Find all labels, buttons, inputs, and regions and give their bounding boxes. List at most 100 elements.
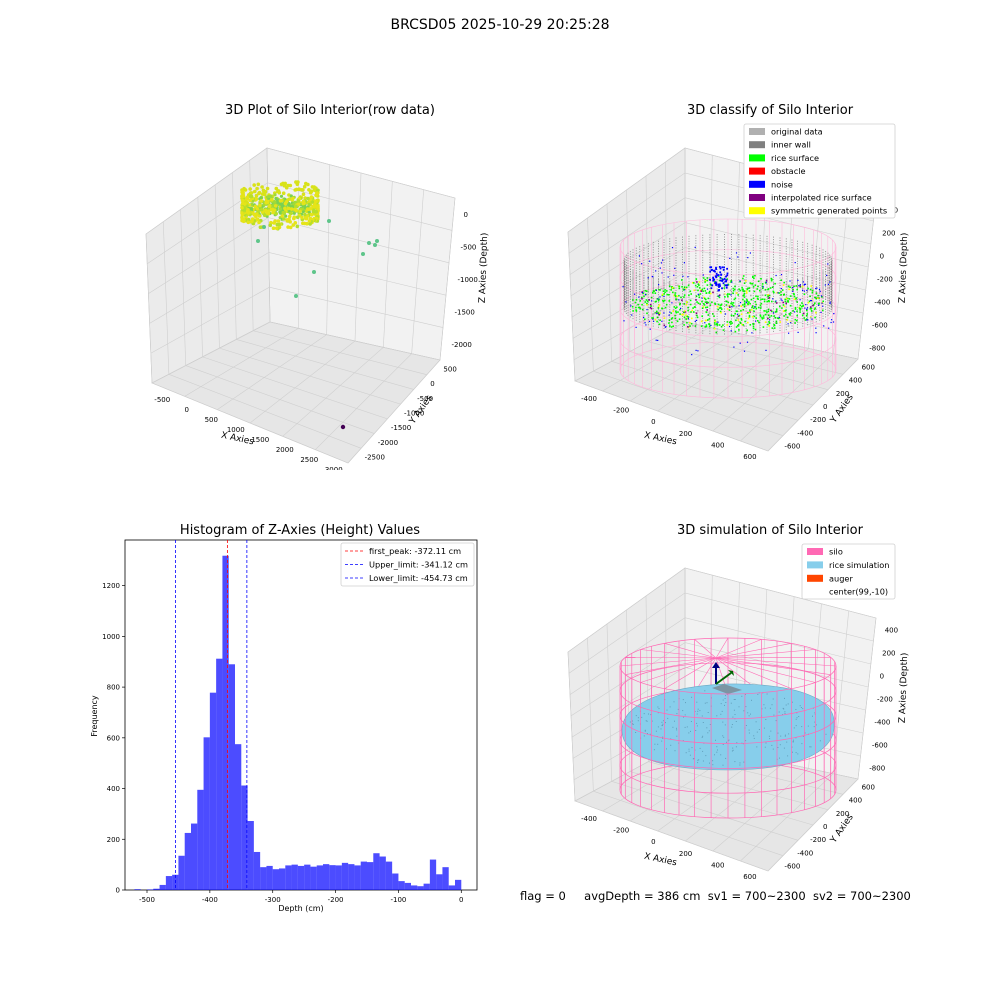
noise-point <box>818 288 821 291</box>
rice-mesh-point <box>732 716 734 718</box>
noise-point <box>805 304 807 306</box>
surface-point <box>306 196 310 201</box>
rice-surface-point <box>761 316 763 319</box>
rice-mesh-point <box>753 735 755 737</box>
rice-surface-point <box>704 325 707 328</box>
rice-mesh-point <box>756 731 758 733</box>
noise-point <box>754 306 756 308</box>
histogram-bar <box>241 785 248 890</box>
rice-surface-point <box>666 290 668 292</box>
rice-surface-point <box>673 306 676 308</box>
noise-point <box>715 268 717 270</box>
rice-surface-point <box>726 321 729 323</box>
grid-line <box>665 161 667 332</box>
rice-mesh-point <box>787 755 789 757</box>
rice-surface-point <box>761 318 764 320</box>
silo-spoke <box>625 657 717 675</box>
rice-mesh-point <box>715 739 716 741</box>
noise-point <box>806 319 808 321</box>
rice-surface-point <box>693 306 696 308</box>
rice-surface-point <box>708 318 711 320</box>
rice-surface-point <box>796 301 798 303</box>
surface-point <box>270 197 274 202</box>
x-tick-label: 1000 <box>227 426 245 434</box>
surface-point <box>290 198 295 202</box>
rice-surface-point <box>723 284 726 286</box>
rice-mesh-point <box>641 716 643 718</box>
silo-spoke <box>625 656 717 659</box>
rice-mesh-point <box>750 713 751 715</box>
rice-surface-point <box>674 292 677 294</box>
rice-mesh-point <box>753 737 755 739</box>
noise-point <box>747 257 749 259</box>
rice-surface-point <box>817 297 819 299</box>
rice-surface-point <box>779 321 781 323</box>
rice-mesh-point <box>765 742 767 744</box>
rice-mesh-point <box>684 726 686 728</box>
rice-surface-point <box>770 277 773 280</box>
x-tick-label: 3000 <box>325 466 343 470</box>
noise-point <box>635 326 637 328</box>
x-tick-label: -200 <box>328 896 344 904</box>
rice-mesh-point <box>802 735 804 737</box>
histogram-bar <box>285 865 292 890</box>
rice-surface-point <box>698 296 701 299</box>
rice-surface-point <box>766 311 768 314</box>
rice-surface-point <box>699 287 701 289</box>
rice-surface-point <box>767 308 770 311</box>
rice-surface-point <box>729 306 731 308</box>
x-tick-label: 0 <box>651 418 655 426</box>
rice-surface-point <box>751 282 754 285</box>
grid-line <box>648 341 829 390</box>
y-tick-label: 400 <box>849 797 862 805</box>
rice-surface-point <box>679 302 681 305</box>
y-tick-label: 200 <box>836 390 849 398</box>
noise-point <box>661 272 663 274</box>
rice-surface-point <box>785 302 787 305</box>
surface-point <box>255 186 259 191</box>
rice-surface-point <box>663 317 666 319</box>
y-tick-label: -600 <box>784 442 800 450</box>
rice-surface-point <box>785 313 787 316</box>
surface-point <box>289 211 294 216</box>
rice-surface-point <box>644 301 647 303</box>
rice-surface-point <box>748 287 751 289</box>
rice-surface-point <box>814 316 816 319</box>
rice-surface-point <box>737 324 740 326</box>
rice-surface-point <box>708 325 711 328</box>
rice-surface-point <box>672 287 675 289</box>
y-tick-label: 0 <box>823 823 827 831</box>
surface-point <box>307 219 312 223</box>
grid-line <box>383 181 393 348</box>
rice-mesh-point <box>755 721 757 723</box>
rice-surface-point <box>767 314 770 316</box>
rice-surface-point <box>749 324 752 326</box>
surface-point <box>274 226 279 230</box>
noise-point <box>765 281 767 283</box>
raw-tick-labels: -500 0 500 1000 1500 2000 2500 3000 500 0 -500 -100… <box>154 211 478 470</box>
rice-surface-point <box>804 319 807 321</box>
rice-surface-point <box>760 288 762 291</box>
surface-point <box>262 203 266 207</box>
noise-point <box>780 288 782 290</box>
grid-line <box>648 761 829 810</box>
noise-point <box>807 319 809 321</box>
rice-surface-point <box>782 304 785 306</box>
rice-mesh-point <box>731 726 733 728</box>
rice-mesh-point <box>766 693 768 695</box>
rice-mesh-point <box>688 732 690 734</box>
rice-surface-point <box>782 301 785 304</box>
rice-mesh-point <box>784 697 785 699</box>
rice-surface-point <box>702 306 705 308</box>
rice-surface-point <box>656 316 659 319</box>
rice-mesh-point <box>745 706 747 708</box>
grid-line <box>740 773 834 862</box>
rice-surface-point <box>693 289 696 292</box>
rice-mesh-point <box>662 723 664 725</box>
histogram-bar <box>203 737 210 890</box>
rice-surface-point <box>740 310 742 312</box>
rice-surface-point <box>695 278 698 280</box>
rice-surface-point <box>764 294 767 297</box>
rice-surface-point <box>635 298 638 301</box>
silo-ring <box>619 715 837 744</box>
